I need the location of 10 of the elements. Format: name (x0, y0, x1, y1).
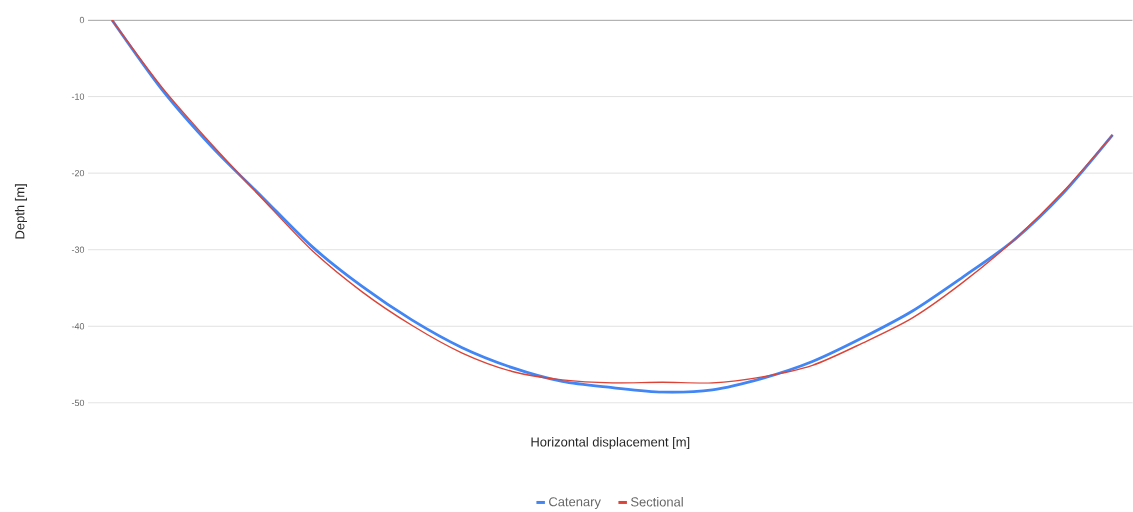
y-tick-label: -40 (71, 323, 85, 330)
y-axis-title: Depth [m] (14, 184, 28, 239)
y-tick-label: -10 (71, 93, 85, 100)
y-tick-label: -30 (71, 246, 85, 253)
legend-label: Sectional (631, 497, 683, 507)
x-axis-title: Horizontal displacement [m] (531, 437, 690, 450)
y-tick-label: -20 (71, 170, 85, 177)
y-tick-label: 0 (79, 16, 85, 24)
legend-label: Catenary (549, 497, 601, 509)
y-tick-label: -50 (71, 399, 85, 407)
